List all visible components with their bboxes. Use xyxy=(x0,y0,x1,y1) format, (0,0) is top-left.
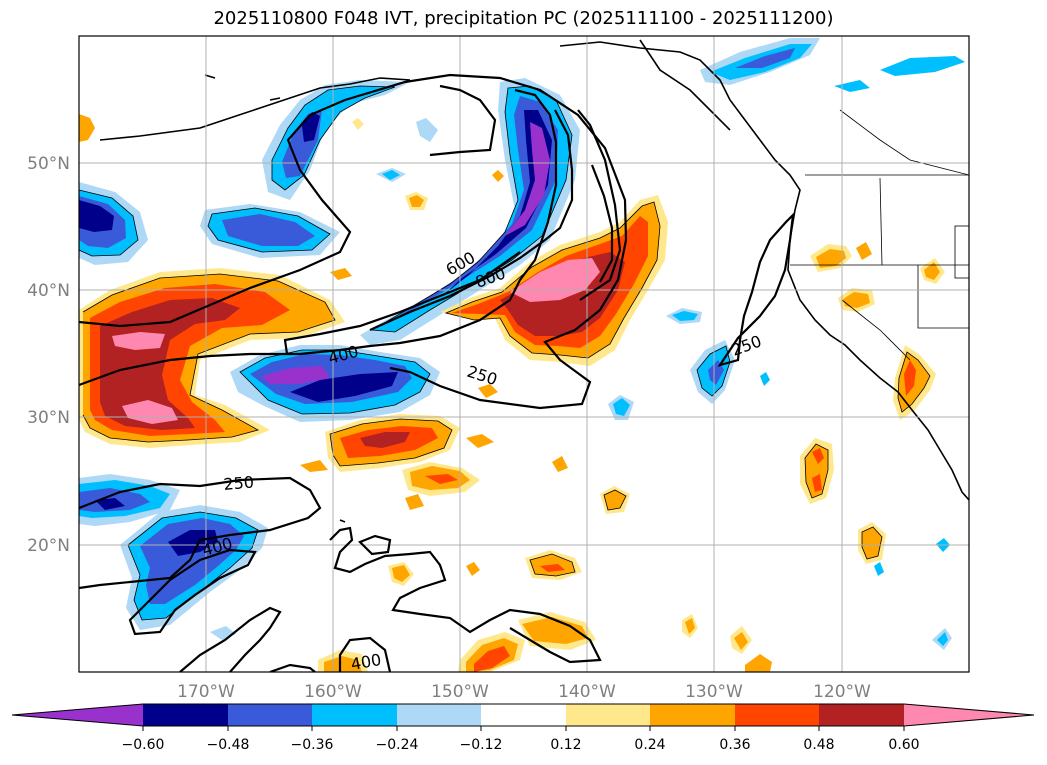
colorbar-segment xyxy=(735,704,819,726)
lon-label: 140°W xyxy=(558,682,616,702)
colorbar-segment xyxy=(228,704,312,726)
colorbar-segment xyxy=(143,704,228,726)
lat-label: 40°N xyxy=(27,281,70,301)
colorbar-segment xyxy=(819,704,904,726)
colorbar-tick-label: 0.60 xyxy=(888,737,919,753)
colorbar-tick-label: −0.60 xyxy=(122,737,165,753)
map-title: 2025110800 F048 IVT, precipitation PC (2… xyxy=(213,8,834,29)
coastlines xyxy=(99,39,969,523)
colorbar-segment xyxy=(650,704,735,726)
colorbar-extend-low xyxy=(12,704,143,726)
colorbar-segment xyxy=(397,704,481,726)
pc-contour-lines xyxy=(79,85,931,621)
lon-label: 160°W xyxy=(304,682,362,702)
contour-label: 400 xyxy=(349,650,382,674)
colorbar-tick-label: −0.36 xyxy=(291,737,334,753)
lat-label: 20°N xyxy=(27,536,70,556)
lon-label: 120°W xyxy=(813,682,871,702)
colorbar-tick-label: 0.24 xyxy=(634,737,665,753)
colorbar-tick-label: 0.36 xyxy=(719,737,750,753)
lon-label: 170°W xyxy=(177,682,235,702)
map-panel: 600 800 400 250 250 250 400 400 xyxy=(79,36,969,674)
contour-label: 250 xyxy=(223,472,255,494)
lat-label: 50°N xyxy=(27,154,70,174)
longitude-labels: 170°W 160°W 150°W 140°W 130°W 120°W xyxy=(177,682,871,702)
colorbar-tick-label: −0.12 xyxy=(460,737,503,753)
colorbar: −0.60 −0.48 −0.36 −0.24 −0.12 0.12 0.24 … xyxy=(11,703,1035,753)
colorbar-tick-label: −0.24 xyxy=(376,737,419,753)
colorbar-segment xyxy=(312,704,397,726)
latitude-labels: 50°N 40°N 30°N 20°N xyxy=(27,154,70,556)
map-frame xyxy=(78,35,970,673)
colorbar-extend-high xyxy=(904,704,1034,726)
lon-label: 150°W xyxy=(431,682,489,702)
graticule xyxy=(79,36,969,672)
colorbar-tick-label: −0.48 xyxy=(207,737,250,753)
colorbar-segment xyxy=(481,704,566,726)
colorbar-tick-label: 0.48 xyxy=(803,737,834,753)
colorbar-segment xyxy=(566,704,650,726)
lon-label: 130°W xyxy=(685,682,743,702)
political-borders xyxy=(790,109,969,361)
colorbar-tick-label: 0.12 xyxy=(550,737,581,753)
ivt-contours xyxy=(79,73,795,672)
lat-label: 30°N xyxy=(27,408,70,428)
